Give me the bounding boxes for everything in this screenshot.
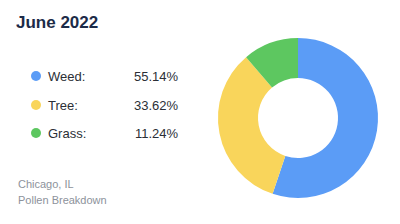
svg-text:Chicago, IL: Chicago, IL — [18, 178, 74, 190]
svg-text:Pollen Breakdown: Pollen Breakdown — [18, 194, 107, 206]
svg-text:33.62%: 33.62% — [134, 98, 179, 113]
svg-text:Tree:: Tree: — [48, 98, 78, 113]
svg-text:June 2022: June 2022 — [16, 13, 98, 32]
svg-text:55.14%: 55.14% — [134, 69, 179, 84]
svg-text:11.24%: 11.24% — [135, 126, 179, 141]
svg-text:Grass:: Grass: — [48, 126, 86, 141]
svg-text:Weed:: Weed: — [48, 69, 85, 84]
